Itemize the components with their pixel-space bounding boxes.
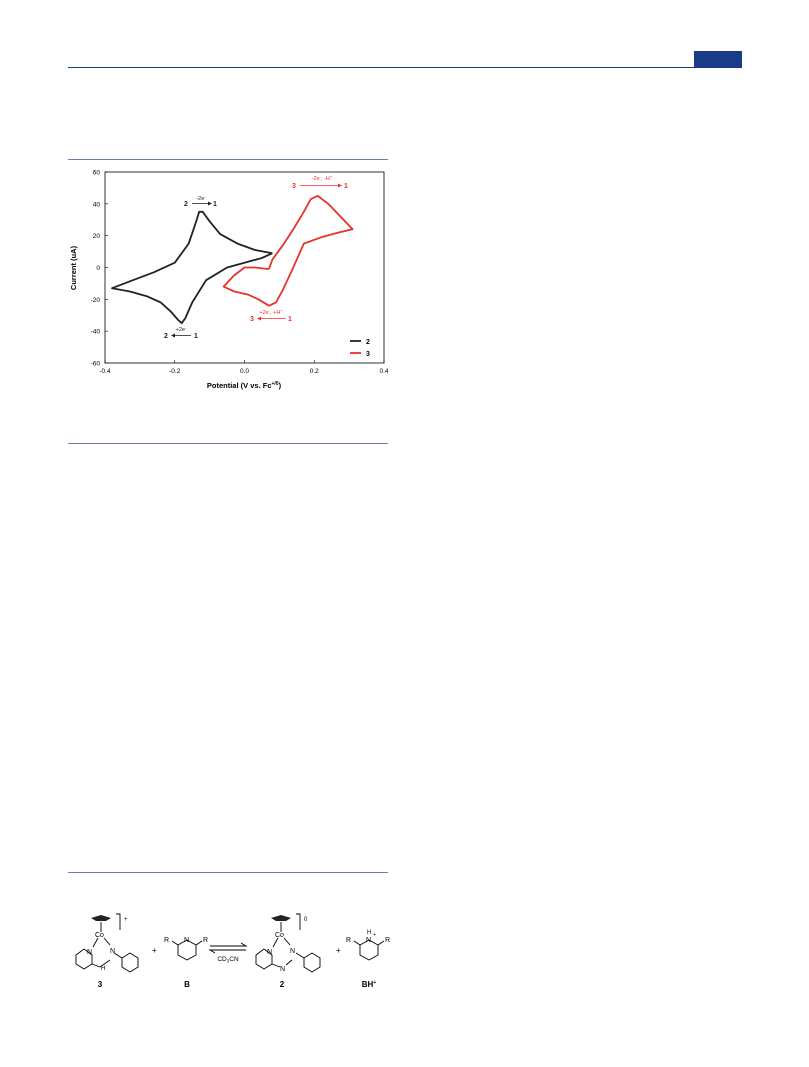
compound-3-structure <box>75 913 139 973</box>
series-3-line <box>222 195 354 307</box>
svg-text:+2e-, +H+: +2e-, +H+ <box>259 308 283 316</box>
co-atom-left: Co <box>95 932 104 939</box>
y-tick-label: 0 <box>96 265 100 272</box>
svg-text:-2e-: -2e- <box>196 194 206 202</box>
chart-legend: 2 3 <box>350 339 370 358</box>
x-tick-labels: -0.4 -0.2 0.0 0.2 0.4 <box>99 368 388 375</box>
co-atom-right: Co <box>275 932 284 939</box>
n-atom-right-2: N <box>290 948 295 955</box>
header-badge <box>694 51 742 67</box>
figure-bottom-rule <box>68 443 388 444</box>
n-atom-bh: N <box>366 937 371 944</box>
svg-text:2: 2 <box>366 339 370 346</box>
legend-entry-3: 3 <box>350 351 370 358</box>
charge-left: + <box>124 917 128 923</box>
x-tick-label: -0.4 <box>99 368 111 375</box>
x-tick-label: 0.4 <box>379 368 388 375</box>
compound-label-2: 2 <box>280 980 285 989</box>
compound-label-bh: BH+ <box>362 980 377 989</box>
r-group-bh-right: R <box>385 937 390 944</box>
svg-text:1: 1 <box>194 333 198 340</box>
y-tick-label: -40 <box>91 329 101 336</box>
y-axis-label: Current (uA) <box>69 245 78 290</box>
y-tick-label: -60 <box>91 361 101 368</box>
x-tick-label: -0.2 <box>169 368 181 375</box>
r-group-b-left: R <box>164 937 169 944</box>
compound-2-structure <box>255 913 321 973</box>
r-group-b-right: R <box>203 937 208 944</box>
scheme-top-rule <box>68 872 388 873</box>
solvent-label: CD3CN <box>217 956 239 964</box>
x-tick-label: 0.0 <box>240 368 249 375</box>
plus-sign-2: + <box>336 946 341 955</box>
y-tick-label: 20 <box>93 233 101 240</box>
n-atom-left-2: N <box>110 948 115 955</box>
plus-sign-1: + <box>152 946 157 955</box>
svg-text:3: 3 <box>250 316 254 323</box>
n-atom-right-1: N <box>267 949 272 956</box>
charge-right: 0 <box>304 917 308 923</box>
cyclic-voltammogram-chart: 60 40 20 0 -20 -40 -60 -0.4 -0.2 0.0 0.2 0.4 Curre… <box>69 170 389 391</box>
equilibrium-arrows <box>208 942 248 954</box>
svg-text:1: 1 <box>344 183 348 190</box>
reaction-scheme: + Co N N H 3 + R N R B CD3CN 0 Co <box>75 913 390 989</box>
y-tick-label: 60 <box>93 170 101 177</box>
n-atom-right-3: N <box>280 966 285 973</box>
r-group-bh-left: R <box>346 937 351 944</box>
n-atom-b: N <box>184 937 189 944</box>
protonated-base-structure <box>353 939 385 961</box>
annotation-2-reduction: +2e- 2 1 <box>164 325 198 340</box>
base-b-structure <box>171 939 203 961</box>
svg-text:3: 3 <box>292 183 296 190</box>
svg-text:3: 3 <box>366 351 370 358</box>
y-tick-labels: 60 40 20 0 -20 -40 -60 <box>91 170 101 368</box>
plot-frame <box>104 171 385 364</box>
svg-text:2: 2 <box>184 201 188 208</box>
svg-text:1: 1 <box>288 316 292 323</box>
y-tick-label: -20 <box>91 297 101 304</box>
svg-text:-2e-, -H+: -2e-, -H+ <box>312 174 333 182</box>
svg-text:+2e-: +2e- <box>176 325 187 333</box>
legend-entry-2: 2 <box>350 339 370 346</box>
y-tick-label: 40 <box>93 201 101 208</box>
x-tick-label: 0.2 <box>310 368 319 375</box>
n-atom-left-1: N <box>87 949 92 956</box>
figure-top-rule <box>68 159 388 160</box>
cyclopentadienyl-icon <box>91 915 111 921</box>
svg-text:1: 1 <box>213 201 217 208</box>
h-atom-left: H <box>101 966 105 972</box>
h-atom-bh: H <box>367 930 371 936</box>
header-rule <box>68 67 742 68</box>
annotation-3-oxidation: -2e-, -H+ 3 1 <box>292 174 348 190</box>
annotation-3-reduction: +2e-, +H+ 3 1 <box>250 308 292 323</box>
cyclopentadienyl-icon <box>271 915 291 921</box>
svg-text:2: 2 <box>164 333 168 340</box>
annotation-2-oxidation: -2e- 2 1 <box>184 194 217 208</box>
charge-bh: + <box>373 932 376 938</box>
x-axis-label: Potential (V vs. Fc+/0) <box>207 381 282 390</box>
series-2-line <box>111 210 273 325</box>
compound-label-b: B <box>184 980 190 989</box>
compound-label-3: 3 <box>98 980 103 989</box>
